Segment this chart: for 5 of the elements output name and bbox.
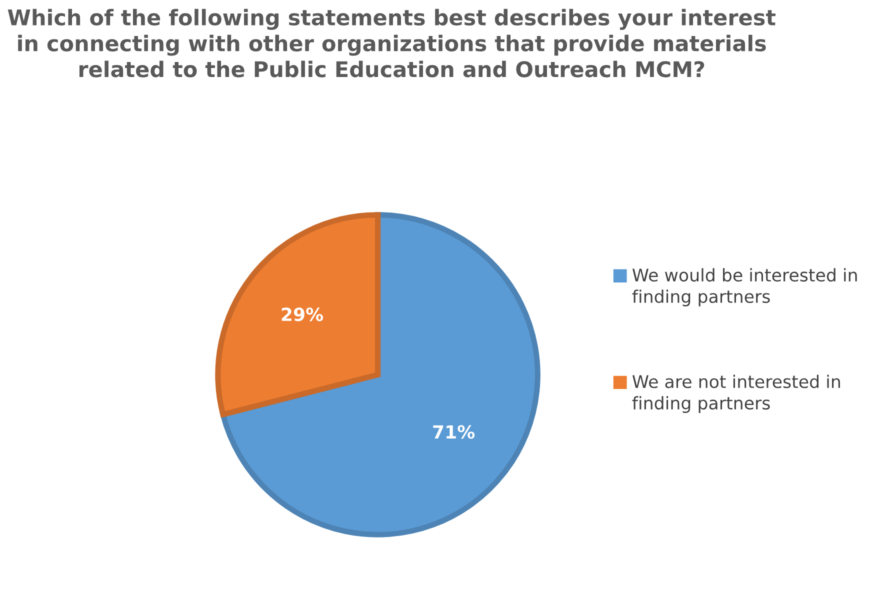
data-label: 71% [433, 425, 475, 439]
legend-label: We are not interested in finding partners [632, 374, 840, 413]
chart-title: Which of the following statements best describes your interest in connecting with other organizations that provide materials related to the Public Education and Outreach MCM? [8, 8, 776, 78]
data-label: 29% [282, 308, 324, 322]
legend-label: We would be interested in finding partners [632, 268, 857, 306]
